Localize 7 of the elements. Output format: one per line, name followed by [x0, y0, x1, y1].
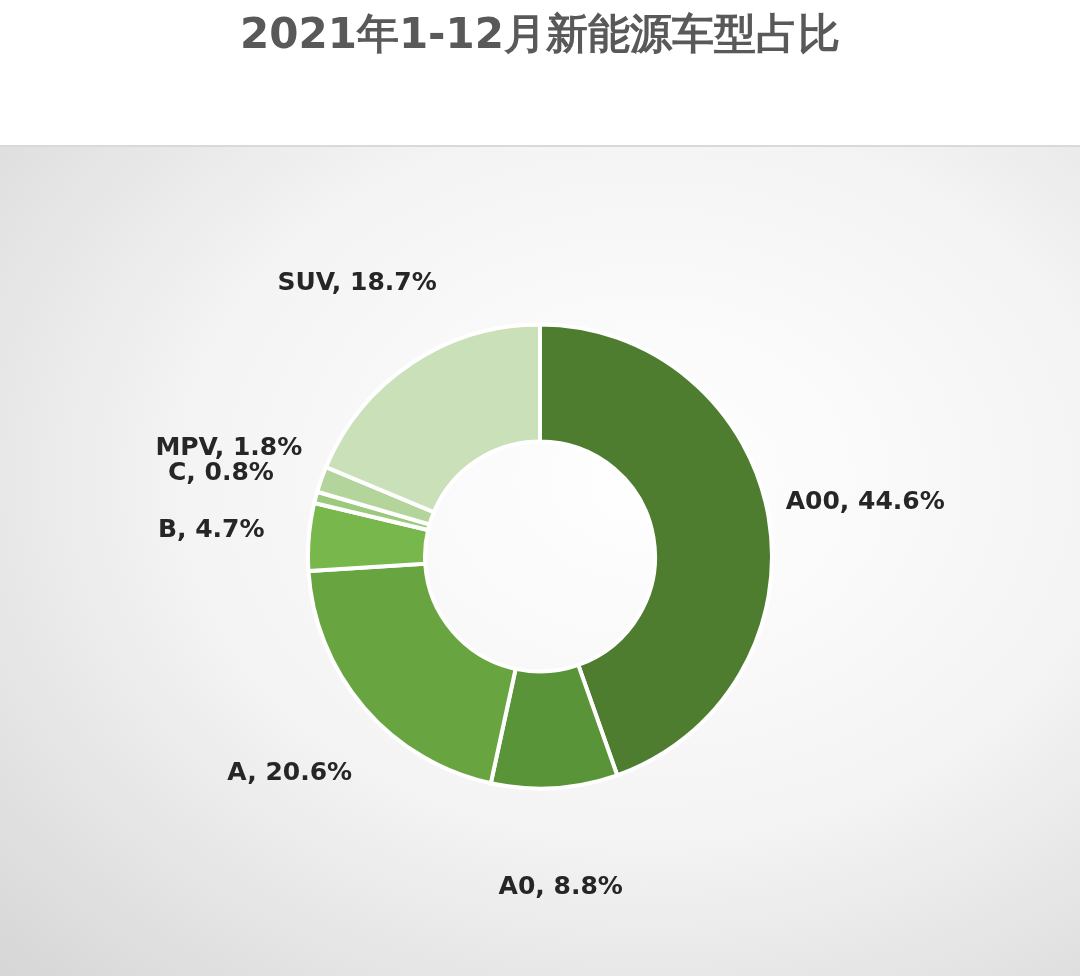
slice-label: B, 4.7%	[157, 513, 265, 543]
slice-label: SUV, 18.7%	[277, 266, 437, 296]
slice-label: A0, 8.8%	[498, 870, 623, 900]
chart-title: 2021年1-12月新能源车型占比	[240, 9, 840, 58]
slice-label: A, 20.6%	[227, 756, 353, 786]
slice-label: MPV, 1.8%	[155, 431, 303, 461]
slice-label: A00, 44.6%	[785, 485, 945, 515]
